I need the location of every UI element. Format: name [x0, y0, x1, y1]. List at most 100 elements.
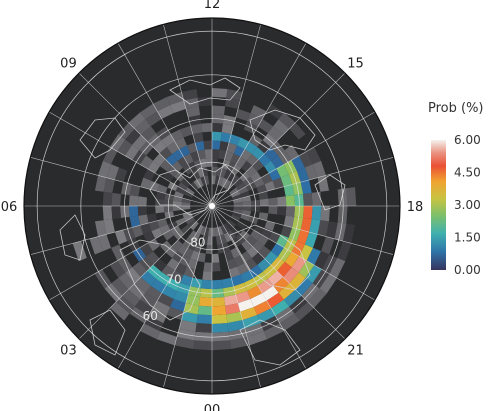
grey-cell	[111, 244, 125, 261]
oval-cell	[303, 206, 313, 220]
grey-cell	[321, 236, 335, 255]
grey-cell	[170, 129, 184, 142]
grey-cell	[111, 277, 129, 296]
grey-cell	[230, 153, 241, 165]
grey-cell	[202, 271, 212, 281]
grey-cell	[187, 219, 197, 228]
oval-cell	[283, 267, 299, 284]
grey-cell	[97, 160, 112, 178]
grey-cell	[162, 171, 174, 182]
grey-cell	[197, 149, 206, 160]
grey-cell	[125, 128, 141, 145]
grey-cell	[227, 219, 237, 228]
grey-cell	[183, 190, 194, 198]
grey-cell	[212, 87, 228, 98]
grey-cell	[230, 214, 241, 222]
grey-cell	[289, 122, 306, 140]
grey-cell	[196, 224, 204, 235]
grey-cell	[159, 224, 171, 235]
grey-cell	[161, 264, 175, 278]
coastline	[229, 224, 311, 291]
oval-cell	[221, 277, 234, 289]
grey-cell	[273, 119, 290, 135]
grey-cell	[319, 273, 337, 294]
grey-cell	[241, 240, 253, 252]
hour-label-12: 12	[204, 0, 221, 12]
oval-cell	[170, 298, 186, 312]
oval-cell	[180, 274, 193, 287]
oval-cell	[140, 270, 157, 286]
grey-cell	[203, 262, 212, 272]
grey-cell	[132, 134, 148, 151]
grey-cell	[89, 236, 103, 255]
colorbar-tick-label: 4.50	[454, 166, 481, 180]
grey-cell	[190, 123, 203, 135]
grey-cell	[145, 111, 162, 127]
grey-cell	[214, 227, 220, 237]
grey-cell	[258, 191, 269, 200]
grey-cell	[212, 262, 221, 272]
oval-cell	[228, 134, 241, 146]
grey-cell	[165, 246, 178, 259]
grey-cell	[217, 226, 224, 236]
grey-cell	[190, 221, 199, 231]
grey-cell	[247, 113, 263, 127]
grey-cell	[241, 160, 253, 172]
latitude-label-80: 80	[190, 236, 205, 250]
grey-cell	[253, 177, 265, 188]
grey-cell	[196, 177, 204, 188]
meridian-line	[211, 111, 375, 207]
oval-cell	[173, 290, 189, 304]
grey-cell	[326, 221, 338, 239]
grey-cell	[114, 229, 128, 245]
grey-cell	[253, 224, 265, 235]
grey-cell	[221, 123, 234, 135]
grey-cell	[102, 206, 113, 221]
oval-cell	[185, 294, 201, 306]
pole-marker	[209, 203, 215, 209]
oval-cell	[270, 243, 284, 257]
grey-cell	[139, 323, 161, 340]
grey-cell	[190, 151, 200, 162]
colorbar-title: Prob (%)	[428, 101, 484, 116]
grey-cell	[152, 96, 171, 112]
grey-cell	[212, 340, 231, 351]
grey-cell	[172, 206, 182, 212]
grey-cell	[181, 88, 198, 101]
auroral-oval-cells	[128, 131, 322, 333]
grey-cell	[177, 156, 188, 168]
grey-cell	[185, 216, 195, 225]
meridian-line	[211, 205, 307, 369]
grey-cell	[193, 340, 212, 351]
oval-cell	[257, 278, 274, 294]
grey-cell	[153, 140, 167, 154]
hour-label-03: 03	[60, 344, 77, 359]
grey-cell	[312, 160, 327, 178]
meridian-line	[117, 43, 213, 207]
grey-cell	[233, 202, 243, 206]
oval-cell	[284, 251, 300, 268]
grey-cell	[134, 277, 151, 293]
grey-cell	[246, 165, 258, 177]
oval-cell	[235, 290, 251, 304]
oval-cell	[150, 278, 167, 294]
grey-cell	[329, 257, 346, 279]
oval-cell	[212, 305, 227, 316]
polar-disk	[23, 17, 401, 395]
grey-cell	[212, 253, 220, 263]
grey-cell	[225, 221, 234, 231]
oval-cell	[276, 261, 292, 278]
grey-cell	[174, 336, 195, 350]
oval-cell	[196, 314, 212, 325]
grey-cell	[159, 240, 172, 253]
oval-cell	[289, 272, 306, 290]
grey-cell	[183, 153, 194, 165]
grey-cell	[140, 155, 154, 169]
oval-cell	[223, 294, 239, 306]
grey-cell	[140, 292, 158, 309]
grey-cell	[175, 186, 186, 195]
grey-cell	[190, 181, 199, 191]
meridian-line	[30, 157, 213, 207]
grey-cell	[284, 144, 300, 161]
